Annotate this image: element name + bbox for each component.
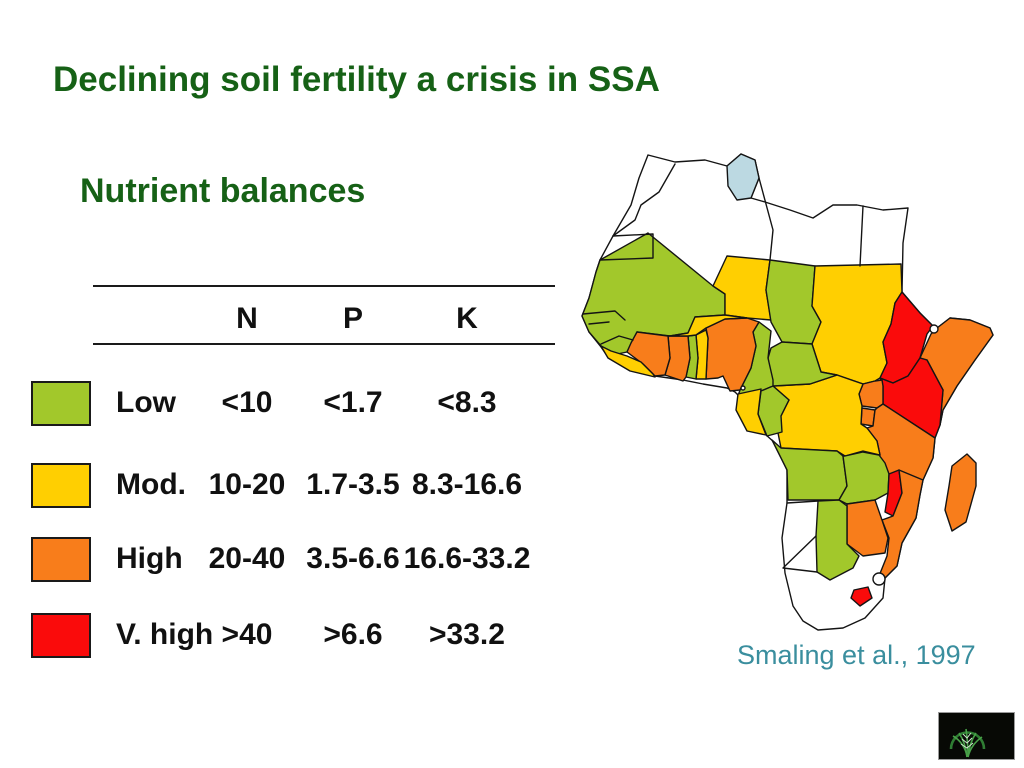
country-nigeria: [705, 317, 760, 392]
country-zambia: [838, 451, 890, 505]
slide-subtitle: Nutrient balances: [80, 172, 366, 210]
legend-swatch-moderate: [31, 463, 91, 508]
row-value-p: >6.6: [323, 618, 383, 651]
legend-swatch-high: [31, 537, 91, 582]
africa-choropleth-map: [581, 153, 994, 631]
org-logo: [938, 712, 1015, 760]
legend-swatch-very-high: [31, 613, 91, 658]
table-header-row: N P K: [0, 297, 600, 340]
country-tunisia: [726, 153, 760, 201]
country-botswana: [815, 499, 860, 581]
row-value-k: >33.2: [429, 618, 505, 651]
row-value-n: 20-40: [208, 542, 286, 575]
row-value-n: <10: [221, 386, 273, 419]
logo-chevrons: [960, 732, 974, 749]
row-label: V. high: [116, 618, 214, 651]
table-rule-mid: [93, 343, 555, 345]
logo-arch: [949, 731, 986, 750]
country-burkina-faso: [667, 314, 748, 337]
row-value-p: 3.5-6.6: [306, 542, 400, 575]
table-row: High 20-40 3.5-6.6 16.6-33.2: [0, 537, 600, 580]
country-lesotho: [850, 586, 873, 607]
table-row: V. high >40 >6.6 >33.2: [0, 613, 600, 656]
column-header-k: K: [456, 302, 478, 335]
no-data-country-borders: [582, 163, 864, 573]
citation: Smaling et al., 1997: [737, 640, 976, 670]
row-value-k: <8.3: [437, 386, 497, 419]
island-bioko: [740, 385, 746, 391]
slide-title: Declining soil fertility a crisis in SSA: [53, 60, 660, 99]
country-dr-congo: [772, 374, 881, 457]
table-rule-top: [93, 285, 555, 287]
country-madagascar: [944, 453, 977, 532]
column-header-n: N: [236, 302, 258, 335]
row-value-k: 8.3-16.6: [411, 468, 523, 501]
country-swaziland: [872, 572, 886, 586]
column-header-p: P: [342, 302, 363, 335]
row-value-n: 10-20: [208, 468, 286, 501]
legend-swatch-low: [31, 381, 91, 426]
row-value-p: <1.7: [323, 386, 383, 419]
table-row: Low <10 <1.7 <8.3: [0, 381, 600, 424]
row-label: High: [116, 542, 183, 575]
country-sierra-leone-liberia: [600, 345, 656, 378]
row-label: Mod.: [116, 468, 186, 501]
row-value-p: 1.7-3.5: [306, 468, 400, 501]
row-value-n: >40: [221, 618, 273, 651]
country-djibouti: [929, 324, 939, 334]
row-value-k: 16.6-33.2: [403, 542, 531, 575]
table-row: Mod. 10-20 1.7-3.5 8.3-16.6: [0, 463, 600, 506]
country-gabon-eq-guinea: [735, 388, 767, 436]
row-label: Low: [116, 386, 176, 419]
